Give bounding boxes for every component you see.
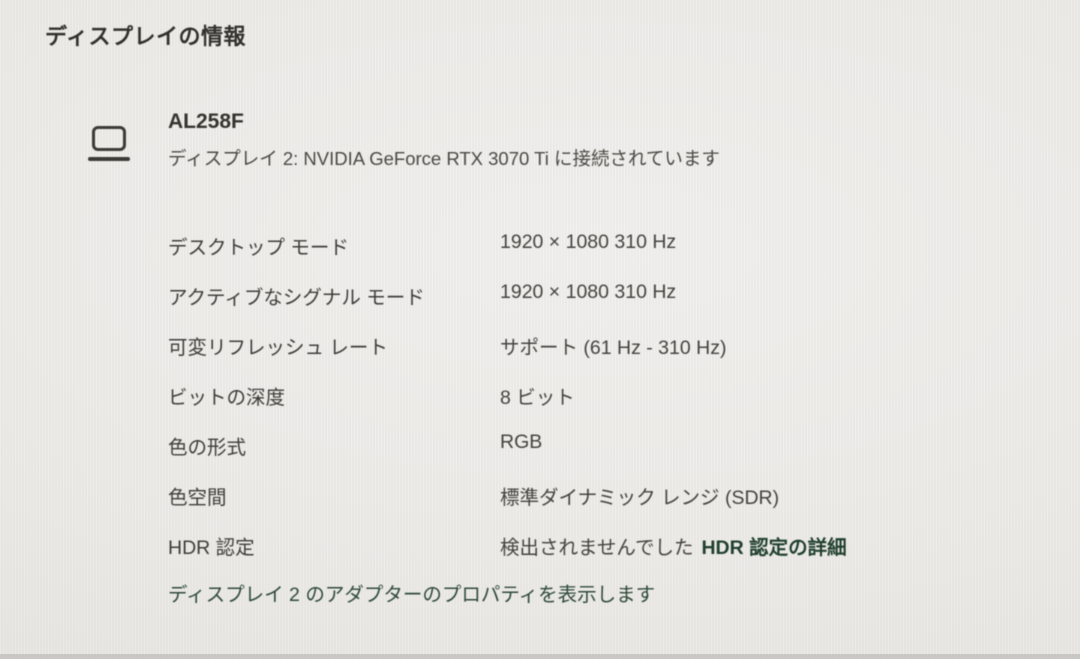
info-row-active-signal-mode: アクティブなシグナル モード 1920 × 1080 310 Hz (168, 281, 1048, 311)
info-label: 色空間 (168, 487, 227, 509)
hdr-certification-status: 検出されませんでした (500, 537, 694, 559)
info-value: RGB (500, 431, 543, 453)
info-row-color-space: 色空間 標準ダイナミック レンジ (SDR) (168, 481, 1048, 511)
info-row-color-format: 色の形式 RGB (168, 431, 1048, 461)
info-value: 1920 × 1080 310 Hz (500, 231, 677, 253)
info-row-desktop-mode: デスクトップ モード 1920 × 1080 310 Hz (168, 231, 1048, 261)
display-adapter-properties-link[interactable]: ディスプレイ 2 のアダプターのプロパティを表示します (168, 584, 656, 606)
info-value: 1920 × 1080 310 Hz (500, 281, 677, 303)
info-value: 8 ビット (500, 387, 575, 409)
info-row-bit-depth: ビットの深度 8 ビット (168, 381, 1048, 411)
info-label: アクティブなシグナル モード (168, 287, 425, 309)
page-title: ディスプレイの情報 (45, 24, 246, 49)
display-connection-info: ディスプレイ 2: NVIDIA GeForce RTX 3070 Ti に接続… (168, 148, 720, 169)
hdr-certification-details-link[interactable]: HDR 認定の詳細 (701, 537, 847, 559)
display-model-name: AL258F (168, 110, 244, 133)
info-value: 標準ダイナミック レンジ (SDR) (500, 487, 780, 509)
info-value: 検出されませんでした HDR 認定の詳細 (500, 531, 847, 560)
monitor-icon-screen (92, 126, 126, 151)
info-label: HDR 認定 (168, 537, 255, 559)
info-row-hdr-certification: HDR 認定 検出されませんでした HDR 認定の詳細 (168, 531, 1048, 561)
monitor-icon (88, 126, 130, 162)
info-label: デスクトップ モード (168, 237, 349, 259)
info-row-variable-refresh-rate: 可変リフレッシュ レート サポート (61 Hz - 310 Hz) (168, 331, 1048, 361)
info-label: ビットの深度 (168, 387, 286, 409)
monitor-icon-base (88, 157, 130, 161)
info-label: 可変リフレッシュ レート (168, 337, 388, 359)
info-value: サポート (61 Hz - 310 Hz) (500, 337, 727, 359)
info-label: 色の形式 (168, 437, 247, 459)
